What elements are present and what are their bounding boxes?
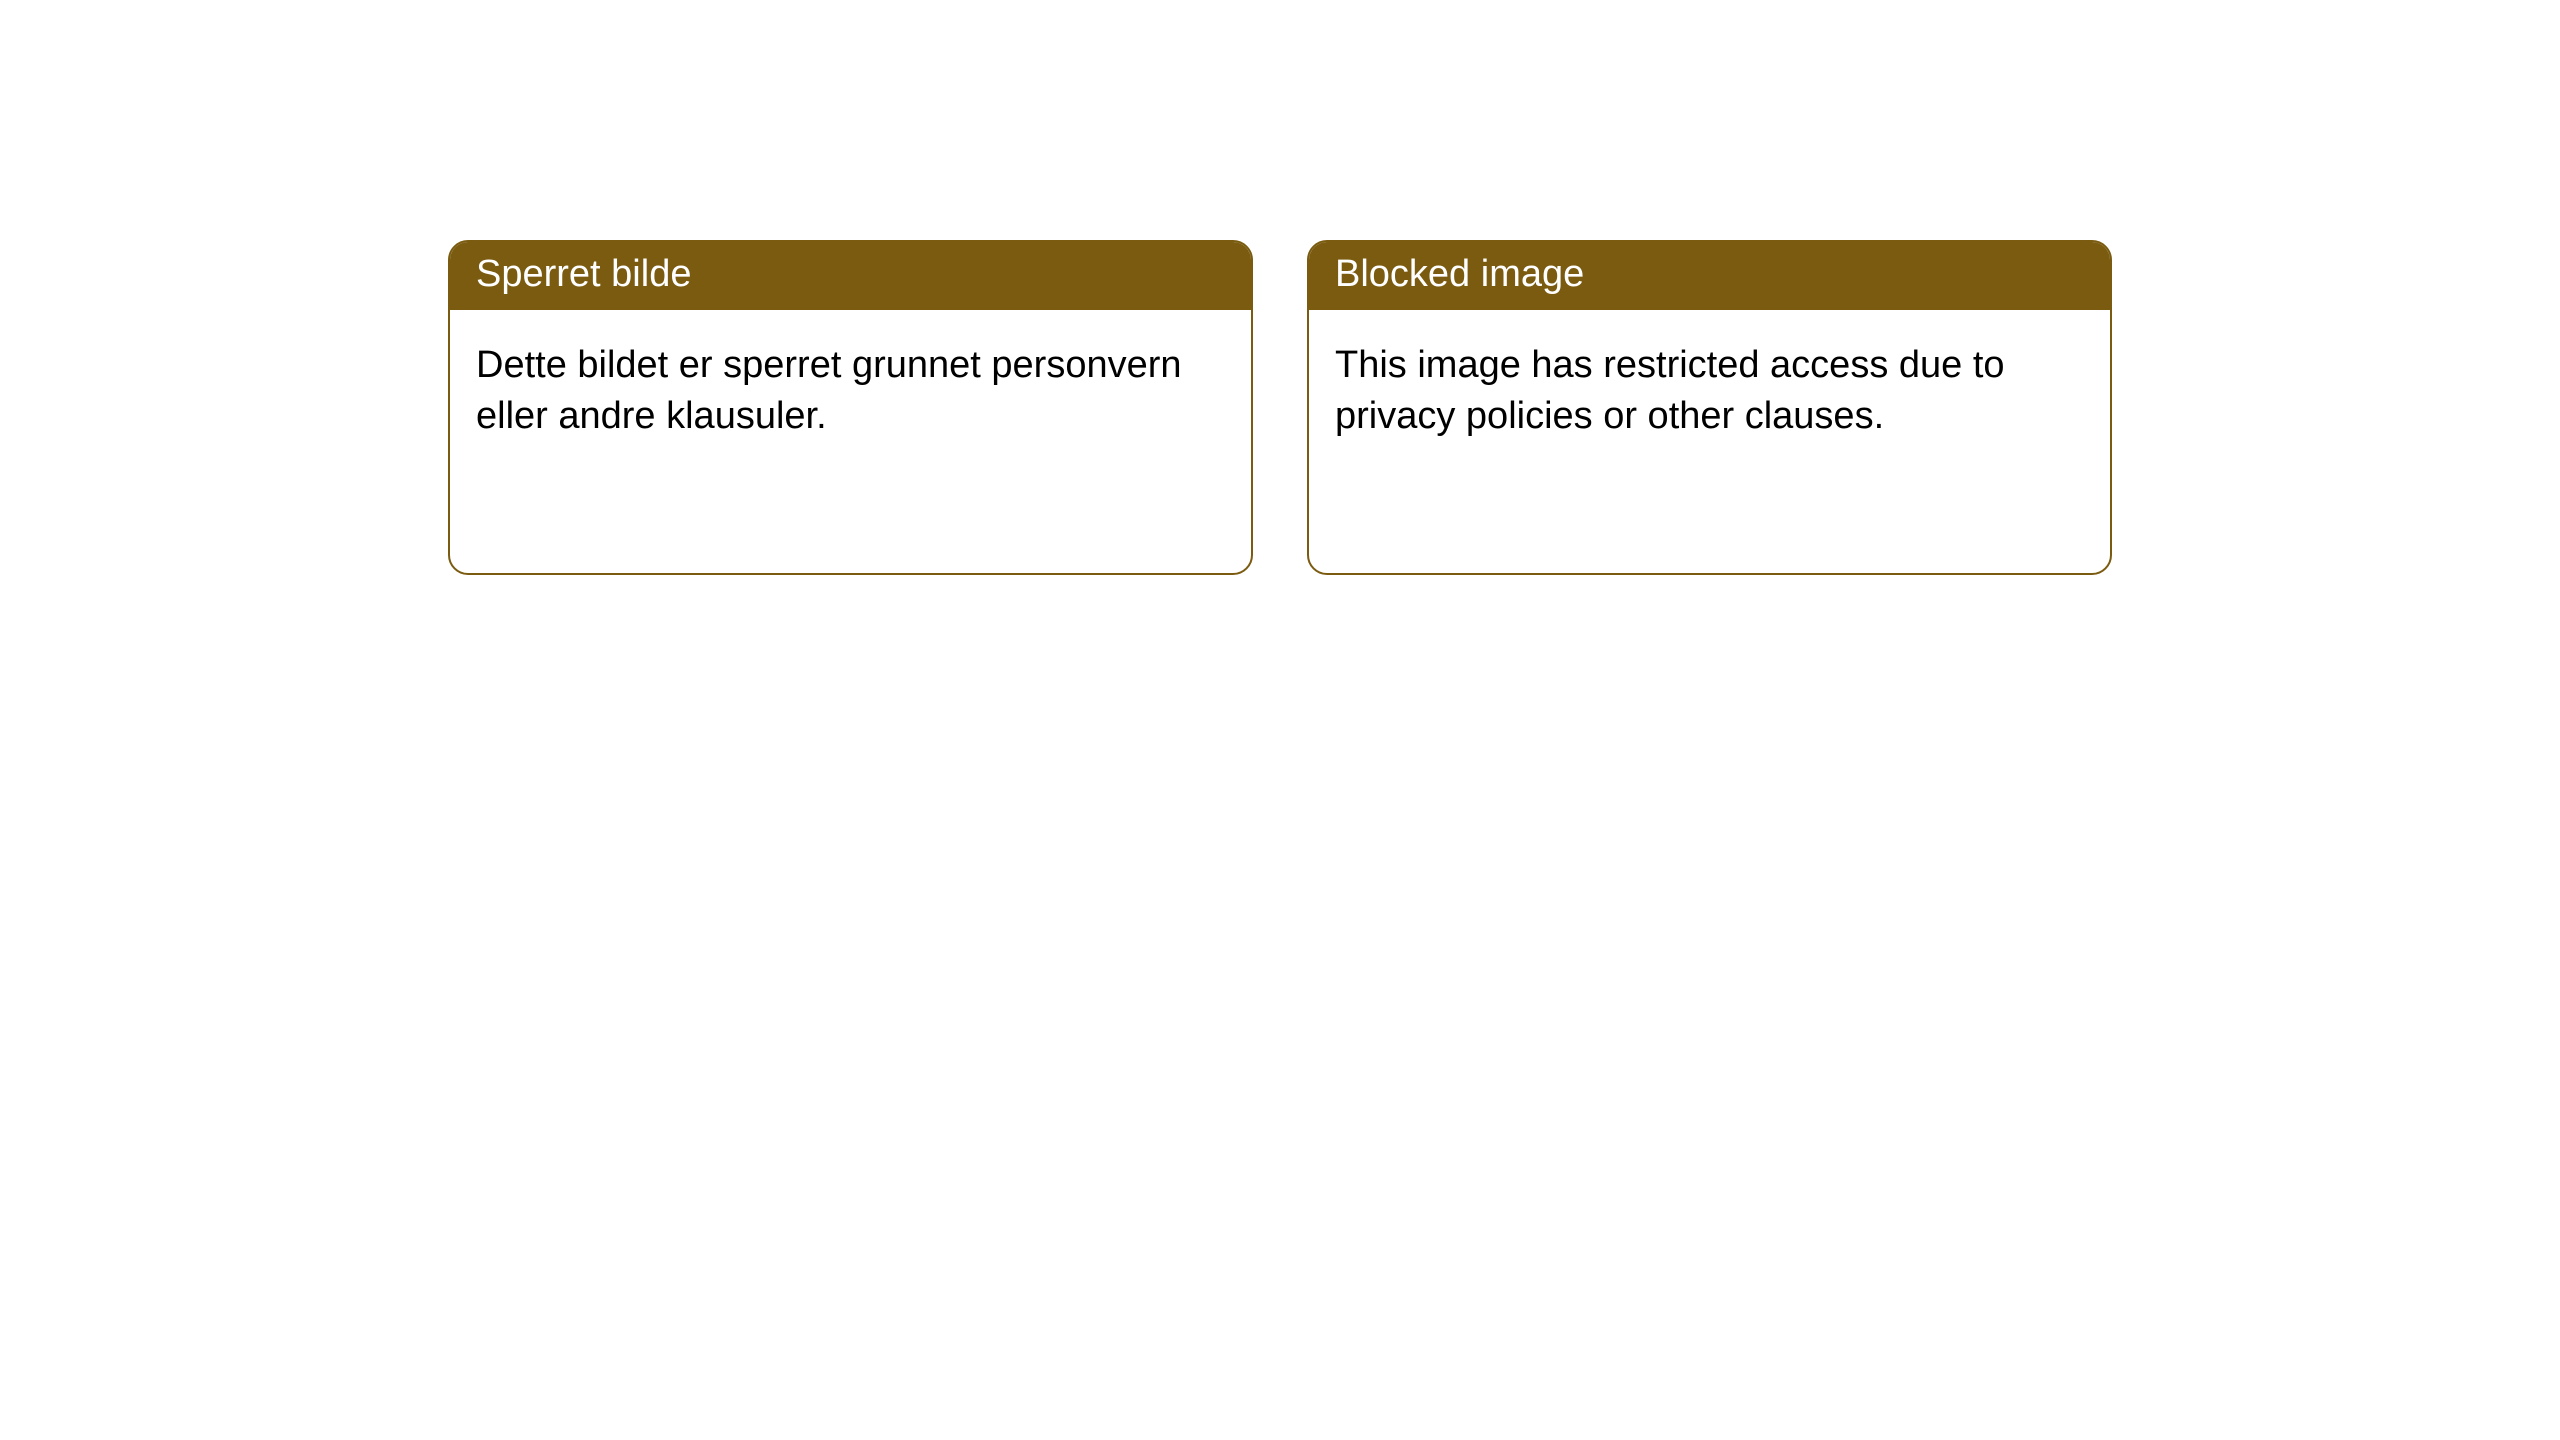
notice-container: Sperret bilde Dette bildet er sperret gr… bbox=[448, 240, 2112, 575]
notice-card-english: Blocked image This image has restricted … bbox=[1307, 240, 2112, 575]
notice-title-norwegian: Sperret bilde bbox=[450, 242, 1251, 310]
notice-body-english: This image has restricted access due to … bbox=[1309, 310, 2110, 473]
notice-body-norwegian: Dette bildet er sperret grunnet personve… bbox=[450, 310, 1251, 473]
notice-card-norwegian: Sperret bilde Dette bildet er sperret gr… bbox=[448, 240, 1253, 575]
notice-title-english: Blocked image bbox=[1309, 242, 2110, 310]
